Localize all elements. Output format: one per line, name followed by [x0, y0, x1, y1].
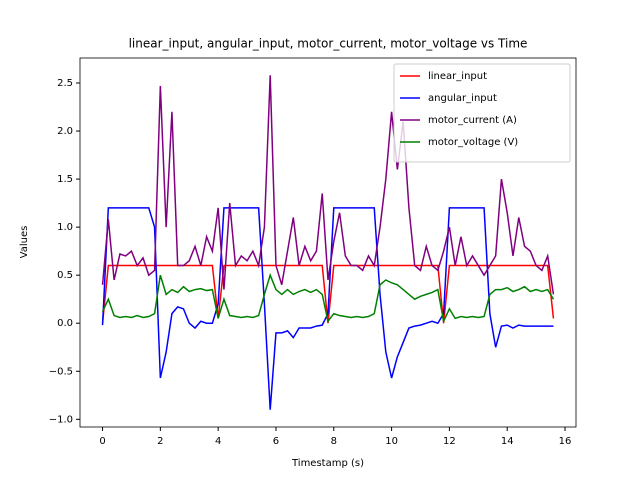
x-tick-label: 4 [215, 436, 221, 447]
y-tick-label: −1.0 [49, 414, 73, 425]
x-tick-label: 12 [443, 436, 456, 447]
x-tick-label: 6 [273, 436, 279, 447]
x-tick-label: 10 [385, 436, 398, 447]
y-tick-label: 1.0 [57, 222, 73, 233]
y-tick-label: 2.5 [57, 78, 73, 89]
x-tick-label: 0 [99, 436, 105, 447]
plot-frame [79, 57, 577, 428]
series-line [101, 272, 555, 324]
y-axis-label: Values [19, 226, 30, 259]
y-tick-label: 2.0 [57, 126, 73, 137]
legend-label: motor_voltage (V) [428, 137, 518, 148]
y-tick-label: −0.5 [49, 366, 73, 377]
series-line [101, 75, 555, 295]
legend-label: angular_input [428, 93, 497, 104]
series-line [101, 207, 554, 410]
y-tick-label: 1.5 [57, 174, 73, 185]
legend-box [393, 63, 571, 163]
x-axis-label: Timestamp (s) [291, 458, 364, 469]
x-tick-label: 16 [559, 436, 572, 447]
x-tick-label: 8 [331, 436, 337, 447]
y-tick-label: 0.0 [57, 318, 73, 329]
legend-label: motor_current (A) [428, 115, 517, 126]
x-tick-label: 2 [157, 436, 163, 447]
x-tick-label: 14 [501, 436, 514, 447]
legend-label: linear_input [428, 71, 487, 82]
y-tick-label: 0.5 [57, 270, 73, 281]
chart-title: linear_input, angular_input, motor_curre… [129, 37, 528, 51]
